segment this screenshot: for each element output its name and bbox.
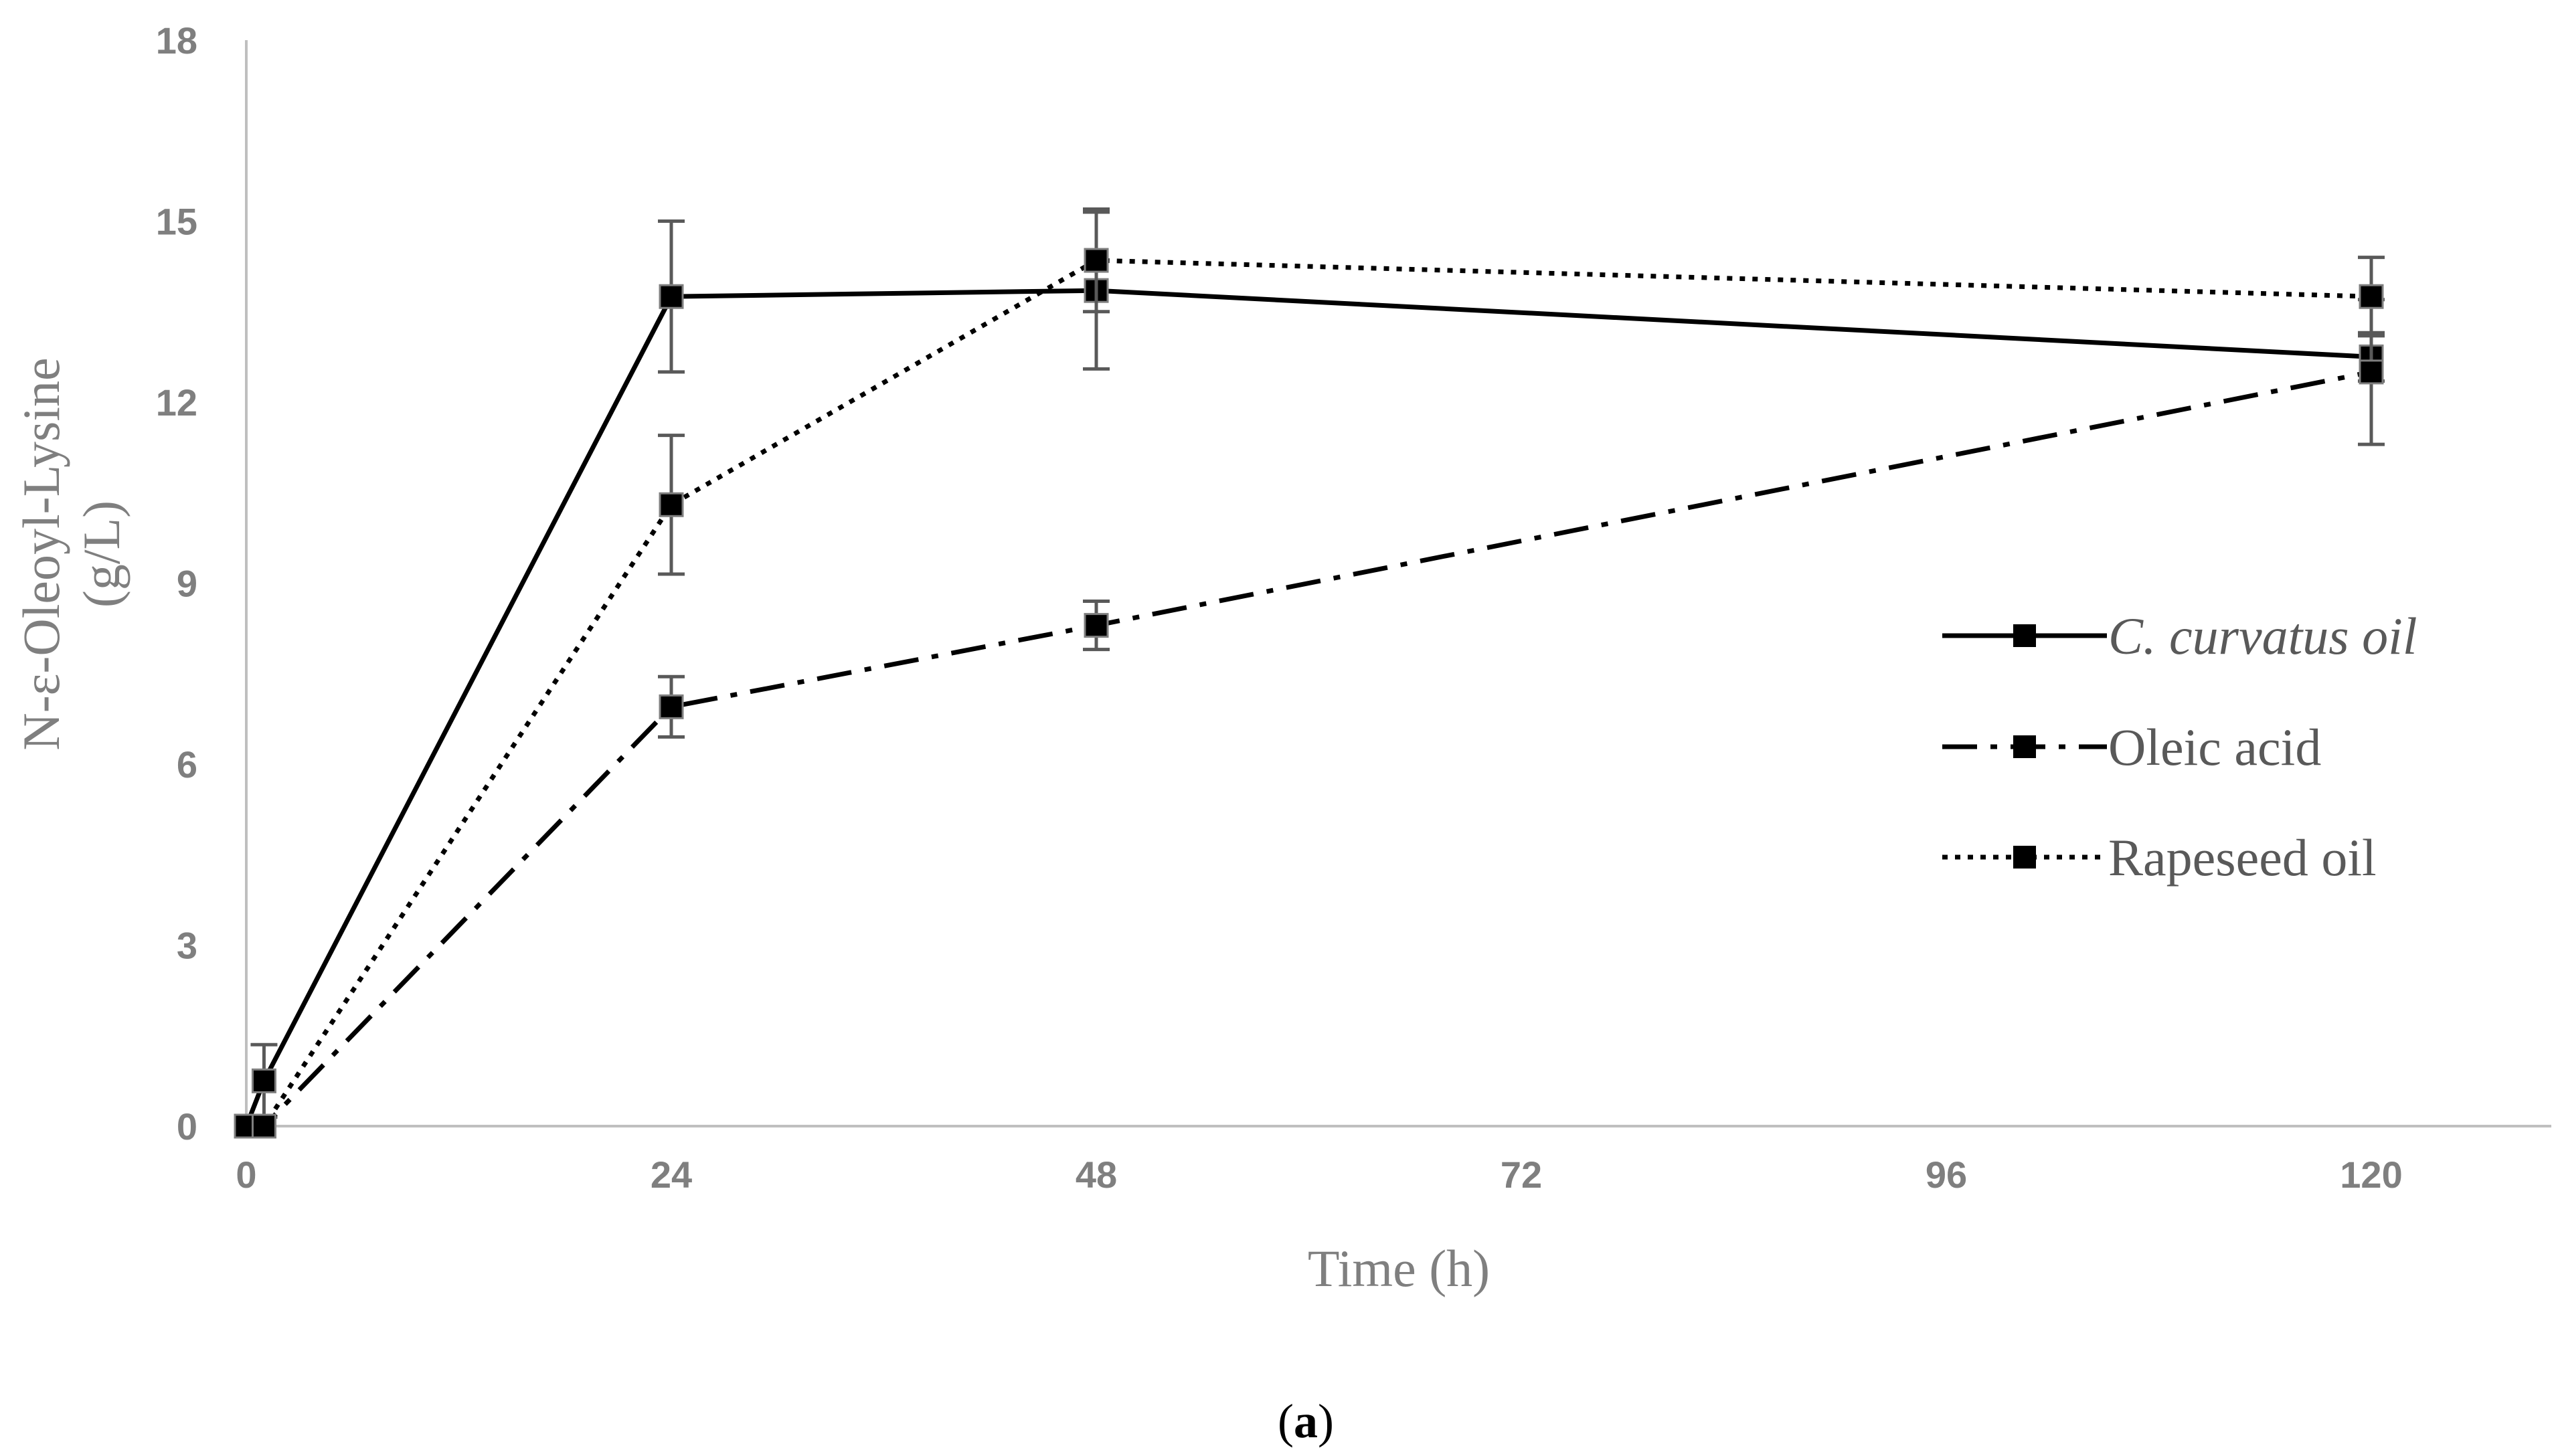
series-rapeseed-oil [234, 207, 2385, 1139]
legend-item-oleic-acid: Oleic acid [1942, 718, 2321, 776]
legend: C. curvatus oil Oleic acid Rapeseed oil [1942, 607, 2417, 887]
legend-item-rapeseed-oil: Rapeseed oil [1942, 828, 2377, 887]
data-point-rapeseed-oil-3 [1084, 248, 1109, 273]
y-tick-label-0: 0 [177, 1105, 197, 1148]
x-tick-label-120: 120 [2340, 1154, 2402, 1196]
series-line-c-curvatus-oil [244, 288, 2372, 1127]
data-point-oleic-acid-4 [2359, 359, 2384, 385]
x-axis-title: Time (h) [1308, 1239, 1490, 1297]
x-tick-label-0: 0 [236, 1154, 256, 1196]
y-tick-label-6: 6 [177, 743, 197, 786]
caption-close-paren: ) [1318, 1394, 1334, 1448]
data-point-rapeseed-oil-4 [2359, 284, 2384, 309]
legend-marker-c-curvatus-oil [2013, 624, 2036, 647]
legend-marker-oleic-acid [2013, 735, 2036, 758]
y-tick-label-15: 15 [156, 201, 197, 243]
legend-item-c-curvatus-oil: C. curvatus oil [1942, 607, 2417, 665]
data-point-oleic-acid-2 [659, 694, 684, 719]
y-axis-title-line-2: (g/L) [72, 500, 131, 608]
series-line-oleic-acid [246, 369, 2372, 1129]
legend-marker-rapeseed-oil [2013, 846, 2036, 869]
legend-label-c-curvatus-oil: C. curvatus oil [2108, 607, 2417, 665]
x-tick-label-96: 96 [1926, 1154, 1967, 1196]
series-oleic-acid [234, 298, 2385, 1139]
x-tick-label-24: 24 [651, 1154, 692, 1196]
y-tick-label-18: 18 [156, 19, 197, 62]
series-line-rapeseed-oil [246, 258, 2372, 1129]
legend-label-rapeseed-oil: Rapeseed oil [2108, 828, 2377, 887]
y-axis-title-line-1: N-ε-Oleoyl-Lysine [12, 357, 70, 750]
data-point-oleic-acid-3 [1084, 613, 1109, 638]
figure-caption: (a) [1278, 1394, 1334, 1448]
x-tick-label-72: 72 [1501, 1154, 1542, 1196]
legend-label-oleic-acid: Oleic acid [2108, 718, 2321, 776]
x-tick-labels: 0 24 48 72 96 120 [236, 1154, 2402, 1196]
data-point-c-curvatus-oil-2 [659, 284, 684, 309]
caption-open-paren: ( [1278, 1394, 1294, 1448]
y-tick-label-9: 9 [177, 563, 197, 605]
series-layer [234, 207, 2385, 1139]
series-c-curvatus-oil [234, 210, 2385, 1139]
y-tick-labels: 0 3 6 9 12 15 18 [156, 19, 197, 1148]
y-tick-label-12: 12 [156, 381, 197, 424]
axes [245, 40, 2551, 1127]
y-axis-title: N-ε-Oleoyl-Lysine (g/L) [12, 357, 131, 750]
y-tick-label-3: 3 [177, 925, 197, 967]
data-point-rapeseed-oil-2 [659, 492, 684, 517]
x-tick-label-48: 48 [1076, 1154, 1117, 1196]
data-point-rapeseed-oil-1 [251, 1113, 276, 1139]
caption-letter: a [1294, 1394, 1318, 1448]
data-point-c-curvatus-oil-1 [251, 1068, 276, 1093]
